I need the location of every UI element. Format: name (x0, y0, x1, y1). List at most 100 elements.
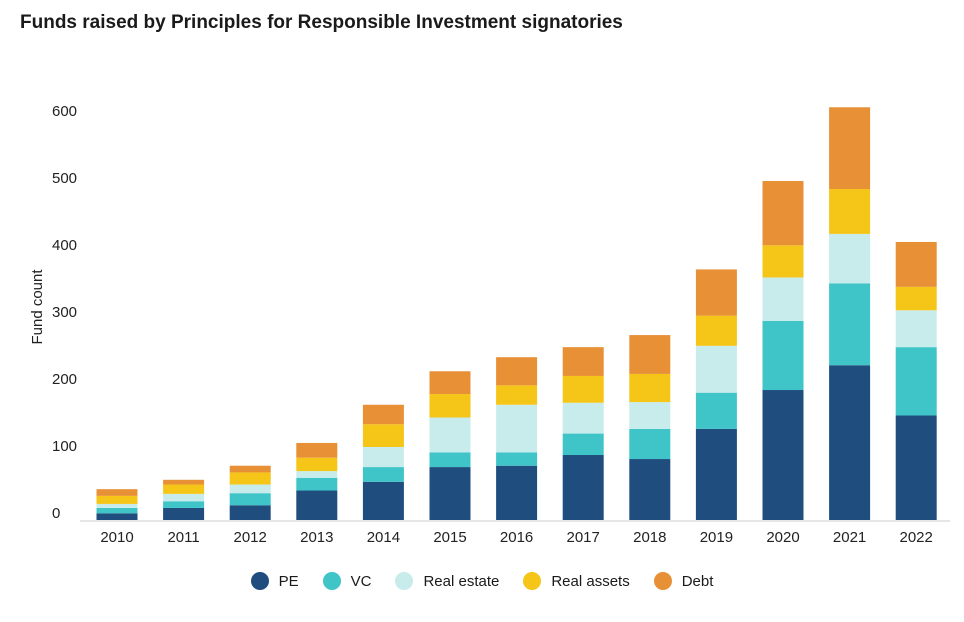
bar-segment-debt-2022 (895, 241, 937, 287)
bar-segment-real-assets-2019 (695, 315, 737, 346)
bar-segment-debt-2011 (163, 479, 205, 485)
chart-title: Funds raised by Principles for Responsib… (20, 12, 623, 33)
x-tick-label: 2018 (633, 529, 666, 546)
legend-label: Real estate (423, 572, 500, 590)
bar-segment-vc-2010 (96, 507, 138, 514)
bar-segment-real-estate-2013 (296, 471, 338, 478)
bar-segment-real-estate-2021 (829, 233, 871, 284)
y-tick-label: 500 (52, 170, 77, 187)
bar-segment-pe-2011 (163, 507, 205, 520)
legend-swatch (322, 572, 341, 590)
y-tick-label: 100 (52, 438, 77, 455)
legend-item-real-assets: Real assets (523, 572, 630, 590)
bar-segment-debt-2015 (429, 371, 471, 395)
y-tick-label: 600 (52, 103, 77, 120)
x-tick-label: 2014 (367, 529, 400, 546)
bars (96, 107, 937, 520)
bar-segment-vc-2015 (429, 452, 471, 468)
bar-segment-debt-2020 (762, 180, 804, 246)
bar-segment-real-assets-2011 (163, 484, 205, 494)
bar-segment-pe-2012 (229, 505, 271, 520)
bar-segment-vc-2016 (496, 452, 538, 466)
bar-segment-real-assets-2018 (629, 373, 671, 403)
legend-item-debt: Debt (653, 572, 714, 590)
bar-segment-vc-2011 (163, 501, 205, 508)
bar-segment-real-assets-2017 (562, 375, 604, 403)
y-tick-label: 400 (52, 237, 77, 254)
bar-segment-debt-2016 (496, 357, 538, 386)
y-axis: 0 100 200 300 400 500 600 (52, 103, 77, 522)
y-tick-label: 300 (52, 304, 77, 321)
bar-segment-vc-2022 (895, 347, 937, 416)
bar-segment-pe-2014 (362, 481, 404, 520)
bar-segment-real-assets-2022 (895, 286, 937, 311)
legend-item-pe: PE (250, 572, 299, 590)
legend-item-vc: VC (322, 572, 371, 590)
bar-segment-real-assets-2012 (229, 472, 271, 485)
bar-segment-debt-2021 (829, 107, 871, 190)
bar-segment-debt-2019 (695, 269, 737, 316)
x-tick-label: 2017 (567, 529, 600, 546)
bar-segment-vc-2013 (296, 477, 338, 491)
x-tick-label: 2022 (900, 529, 933, 546)
x-axis: 2010 2011 2012 2013 2014 2015 2016 2017 2018 2019… (100, 529, 933, 546)
bar-segment-pe-2013 (296, 490, 338, 520)
bar-segment-pe-2010 (96, 513, 138, 520)
bar-segment-debt-2013 (296, 442, 338, 458)
legend-swatch (653, 572, 672, 590)
bar-segment-debt-2012 (229, 465, 271, 473)
bar-segment-real-assets-2015 (429, 394, 471, 418)
bar-segment-pe-2021 (829, 365, 871, 520)
bar-segment-real-assets-2020 (762, 245, 804, 278)
bar-segment-real-assets-2010 (96, 495, 138, 504)
bar-segment-vc-2017 (562, 433, 604, 456)
bar-segment-debt-2014 (362, 404, 404, 425)
bar-segment-debt-2018 (629, 335, 671, 374)
x-tick-label: 2020 (766, 529, 799, 546)
bar-segment-pe-2015 (429, 467, 471, 520)
x-tick-label: 2011 (167, 529, 199, 546)
bar-segment-debt-2017 (562, 347, 604, 376)
bar-segment-pe-2020 (762, 390, 804, 520)
bar-segment-real-estate-2012 (229, 484, 271, 494)
x-tick-label: 2013 (300, 529, 333, 546)
x-tick-label: 2015 (433, 529, 466, 546)
bar-segment-real-assets-2013 (296, 457, 338, 472)
bar-segment-real-estate-2018 (629, 402, 671, 429)
bar-segment-real-estate-2010 (96, 503, 138, 508)
bar-segment-debt-2010 (96, 489, 138, 496)
bar-segment-vc-2014 (362, 467, 404, 482)
bar-segment-real-assets-2021 (829, 189, 871, 234)
bar-segment-real-assets-2016 (496, 385, 538, 405)
bar-segment-pe-2018 (629, 459, 671, 520)
bar-segment-pe-2022 (895, 415, 937, 520)
y-tick-label: 0 (52, 505, 60, 522)
x-tick-label: 2019 (700, 529, 733, 546)
bar-segment-pe-2017 (562, 455, 604, 520)
legend-label: Debt (681, 572, 714, 590)
legend-label: Real assets (551, 572, 630, 590)
legend-swatch (250, 572, 269, 590)
y-axis-title: Fund count (29, 269, 46, 345)
bar-segment-vc-2019 (695, 392, 737, 429)
x-tick-label: 2012 (234, 529, 267, 546)
x-tick-label: 2010 (100, 529, 133, 546)
bar-segment-pe-2016 (496, 465, 538, 520)
y-tick-label: 200 (52, 371, 77, 388)
bar-segment-vc-2012 (229, 493, 271, 506)
x-tick-label: 2016 (500, 529, 533, 546)
legend: PE VC Real estate Real assets Debt (0, 572, 964, 590)
bar-segment-real-estate-2015 (429, 417, 471, 453)
bar-segment-real-estate-2011 (163, 493, 205, 502)
bar-segment-vc-2020 (762, 321, 804, 391)
bar-segment-real-estate-2014 (362, 446, 404, 468)
bar-segment-pe-2019 (695, 428, 737, 520)
bar-segment-vc-2021 (829, 283, 871, 366)
legend-swatch (523, 572, 542, 590)
bar-segment-real-assets-2014 (362, 424, 404, 447)
bar-segment-real-estate-2017 (562, 402, 604, 434)
legend-item-real-estate: Real estate (395, 572, 499, 590)
bar-segment-vc-2018 (629, 428, 671, 460)
bar-segment-real-estate-2016 (496, 404, 538, 453)
